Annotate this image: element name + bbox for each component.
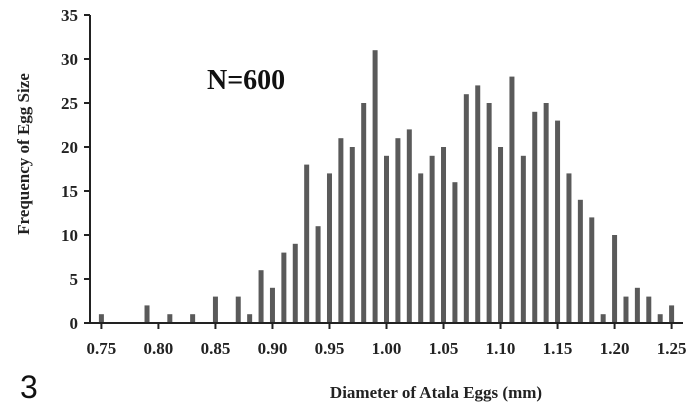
histogram-bar (361, 103, 367, 323)
figure-number: 3 (20, 369, 38, 405)
x-tick-label: 1.25 (657, 339, 687, 358)
histogram-bar (338, 138, 344, 323)
histogram-bar (555, 120, 561, 323)
sample-size-annotation: N=600 (207, 65, 285, 96)
histogram-bar (281, 252, 287, 323)
histogram-bar (167, 314, 173, 323)
x-tick-label: 1.15 (543, 339, 573, 358)
x-tick-label: 0.80 (144, 339, 174, 358)
histogram-bar (429, 155, 435, 323)
y-tick-label: 25 (61, 94, 78, 113)
y-tick-label: 20 (61, 138, 78, 157)
y-axis-label: Frequency of Egg Size (14, 73, 33, 235)
histogram-bar (623, 296, 629, 323)
histogram-bar (509, 76, 515, 323)
histogram-bar (486, 103, 492, 323)
histogram-bar (315, 226, 321, 323)
histogram-bar (144, 305, 150, 323)
histogram-bar (395, 138, 401, 323)
histogram-bar (600, 314, 606, 323)
x-axis-label: Diameter of Atala Eggs (mm) (330, 383, 542, 402)
x-tick-label: 0.90 (258, 339, 288, 358)
x-tick-label: 0.75 (87, 339, 117, 358)
x-ticks-layer: 0.75 0.80 0.85 0.90 0.95 1.00 1.05 1.10 1.15 1.20… (87, 323, 687, 358)
x-tick-label: 1.00 (372, 339, 402, 358)
histogram-bar (235, 296, 241, 323)
y-ticks-layer: 0 5 10 15 20 25 30 35 (61, 6, 90, 333)
histogram-bar (612, 235, 618, 323)
histogram-bar (349, 147, 355, 323)
y-tick-label: 10 (61, 226, 78, 245)
histogram-bar (247, 314, 253, 323)
histogram-bar (258, 270, 264, 323)
x-tick-label: 1.10 (486, 339, 516, 358)
histogram-bar (646, 296, 652, 323)
histogram-bar (372, 50, 378, 323)
histogram-bar (532, 111, 538, 323)
histogram-bar (566, 173, 572, 323)
y-tick-label: 5 (70, 270, 79, 289)
histogram-bar (463, 94, 469, 323)
y-tick-label: 30 (61, 50, 78, 69)
histogram-bar (190, 314, 196, 323)
x-tick-label: 1.20 (600, 339, 630, 358)
histogram-bar (475, 85, 481, 324)
x-tick-label: 1.05 (429, 339, 459, 358)
histogram-bar (304, 164, 310, 323)
histogram-bar (269, 287, 275, 323)
histogram-bar (418, 173, 424, 323)
histogram-bar (589, 217, 595, 323)
bars-layer (98, 50, 675, 324)
histogram-bar (452, 182, 458, 323)
histogram-bar (441, 147, 447, 323)
histogram-bar (634, 287, 640, 323)
histogram-bar (520, 155, 526, 323)
y-tick-label: 15 (61, 182, 78, 201)
histogram-bar (384, 155, 389, 323)
histogram-bar (212, 296, 218, 323)
histogram-bar (543, 103, 549, 323)
histogram-bar (669, 305, 675, 323)
histogram-bar (326, 173, 332, 323)
histogram-bar (498, 147, 504, 323)
histogram-bar (98, 314, 104, 323)
y-tick-label: 35 (61, 6, 78, 25)
x-tick-label: 0.95 (315, 339, 345, 358)
histogram-bar (657, 314, 663, 323)
histogram-bar (292, 243, 298, 323)
histogram-bar (406, 129, 412, 323)
x-tick-label: 0.85 (201, 339, 231, 358)
histogram-bar (577, 199, 583, 323)
y-tick-label: 0 (70, 314, 79, 333)
